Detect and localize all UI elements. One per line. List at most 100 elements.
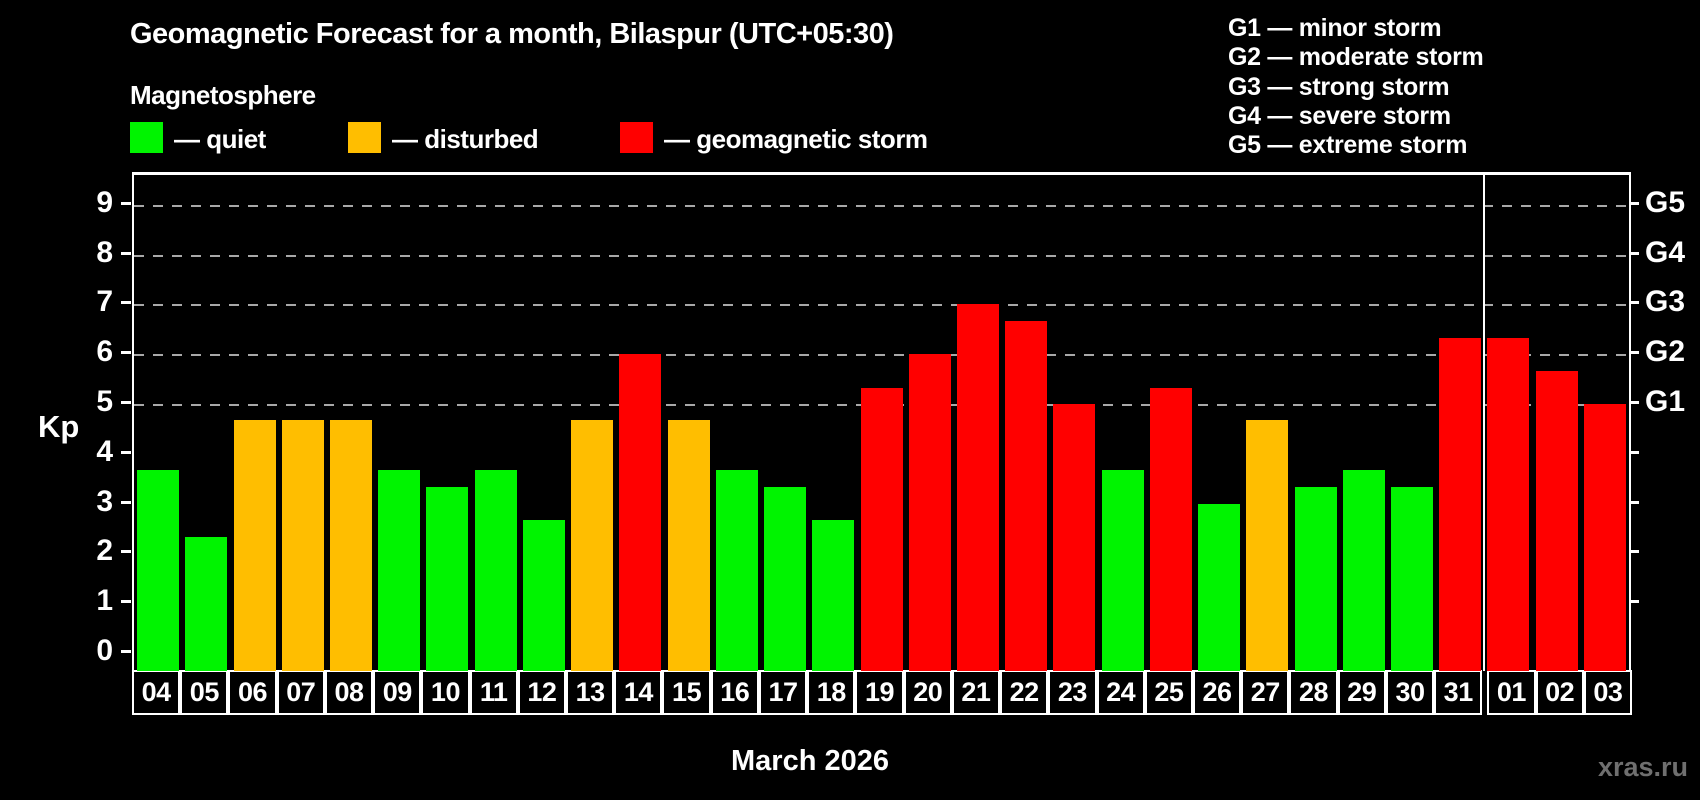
day-label-03: 03 [1583,670,1632,715]
right-tick-7 [1629,301,1639,305]
gridline-kp6 [134,354,1629,357]
right-tick-3 [1629,500,1639,504]
watermark: xras.ru [1597,752,1688,782]
left-tick-0 [121,650,131,653]
bar-day-01 [1487,337,1530,671]
day-label-14: 14 [614,670,663,715]
gridline-kp9 [134,204,1629,207]
day-label-20: 20 [903,670,952,715]
bar-day-02 [1535,370,1578,671]
day-label-07: 07 [276,670,325,715]
right-axis-label-g2: G2 [1645,335,1686,369]
bar-day-04 [137,470,180,671]
bar-day-11 [474,470,517,671]
quiet-legend-label: — quiet [174,124,266,154]
left-tick-7 [121,301,131,305]
day-label-13: 13 [566,670,615,715]
storm-scale-g3: G3 — strong storm [1228,73,1450,101]
quiet-legend-swatch [130,122,163,153]
gridline-kp7 [134,304,1629,307]
disturbed-legend-label: — disturbed [392,124,539,154]
right-axis-label-g3: G3 [1645,285,1686,319]
left-axis-label-7: 7 [96,285,113,319]
left-axis-label-3: 3 [96,484,113,518]
right-tick-5 [1629,401,1639,404]
left-tick-2 [121,550,131,554]
day-label-02: 02 [1535,670,1584,715]
x-axis-month-label: March 2026 [731,745,889,777]
day-label-01: 01 [1487,670,1536,715]
left-axis-label-9: 9 [96,185,113,219]
day-label-05: 05 [180,670,229,715]
left-axis-label-6: 6 [96,335,113,369]
day-label-25: 25 [1144,670,1193,715]
left-axis-label-8: 8 [96,235,113,269]
storm-scale-g2: G2 — moderate storm [1228,43,1484,71]
day-label-11: 11 [469,670,518,715]
left-tick-4 [121,450,131,454]
left-tick-6 [121,351,131,355]
day-label-09: 09 [373,670,422,715]
day-label-28: 28 [1289,670,1338,715]
day-label-31: 31 [1434,670,1483,715]
right-tick-8 [1629,251,1639,255]
right-tick-2 [1629,550,1639,554]
left-axis-label-0: 0 [96,634,113,667]
bar-day-20 [908,354,951,671]
right-axis-label-g1: G1 [1645,385,1686,418]
left-axis-label-1: 1 [96,584,113,618]
day-label-04: 04 [132,670,181,715]
bar-day-21 [956,304,999,671]
day-label-24: 24 [1096,670,1145,715]
day-label-22: 22 [1000,670,1049,715]
left-tick-5 [121,401,131,404]
bar-day-27 [1246,420,1289,671]
left-tick-3 [121,500,131,504]
page-title: Geomagnetic Forecast for a month, Bilasp… [130,18,894,50]
magnetosphere-label: Magnetosphere [130,80,316,110]
bar-day-18 [812,520,855,671]
storm-scale-g4: G4 — severe storm [1228,102,1451,130]
disturbed-legend-swatch [348,122,381,153]
day-label-27: 27 [1241,670,1290,715]
right-tick-4 [1629,450,1639,454]
day-label-08: 08 [324,670,374,715]
day-label-23: 23 [1048,670,1097,715]
bar-day-12 [522,520,565,671]
bar-day-10 [426,487,469,671]
bar-day-16 [715,470,758,671]
storm-scale-g1: G1 — minor storm [1228,14,1442,42]
day-label-17: 17 [758,670,808,715]
left-axis-label-4: 4 [96,434,113,468]
plot-area [132,172,1631,671]
y-axis-title: Kp [38,409,80,444]
bar-day-13 [571,420,614,671]
day-label-15: 15 [662,670,711,715]
bar-day-09 [378,470,421,671]
bar-day-05 [185,536,228,671]
day-label-29: 29 [1337,670,1386,715]
bar-day-17 [764,487,807,671]
left-tick-9 [121,201,131,205]
bar-day-22 [1005,320,1048,671]
gridline-kp8 [134,254,1629,257]
day-label-18: 18 [807,670,856,715]
bar-day-30 [1390,487,1433,671]
storm-legend-swatch [620,122,653,153]
bar-day-23 [1053,404,1096,671]
day-label-30: 30 [1385,670,1435,715]
right-tick-9 [1629,201,1639,205]
day-label-12: 12 [517,670,567,715]
day-label-26: 26 [1192,670,1242,715]
bar-day-06 [233,420,276,671]
bar-day-19 [860,387,903,671]
right-axis-label-g5: G5 [1645,185,1686,219]
day-label-21: 21 [951,670,1001,715]
day-label-16: 16 [710,670,759,715]
storm-legend-label: — geomagnetic storm [664,124,928,154]
month-boundary-line [1483,175,1486,671]
bar-day-08 [330,420,373,671]
bar-day-29 [1342,470,1385,671]
day-label-19: 19 [855,670,904,715]
